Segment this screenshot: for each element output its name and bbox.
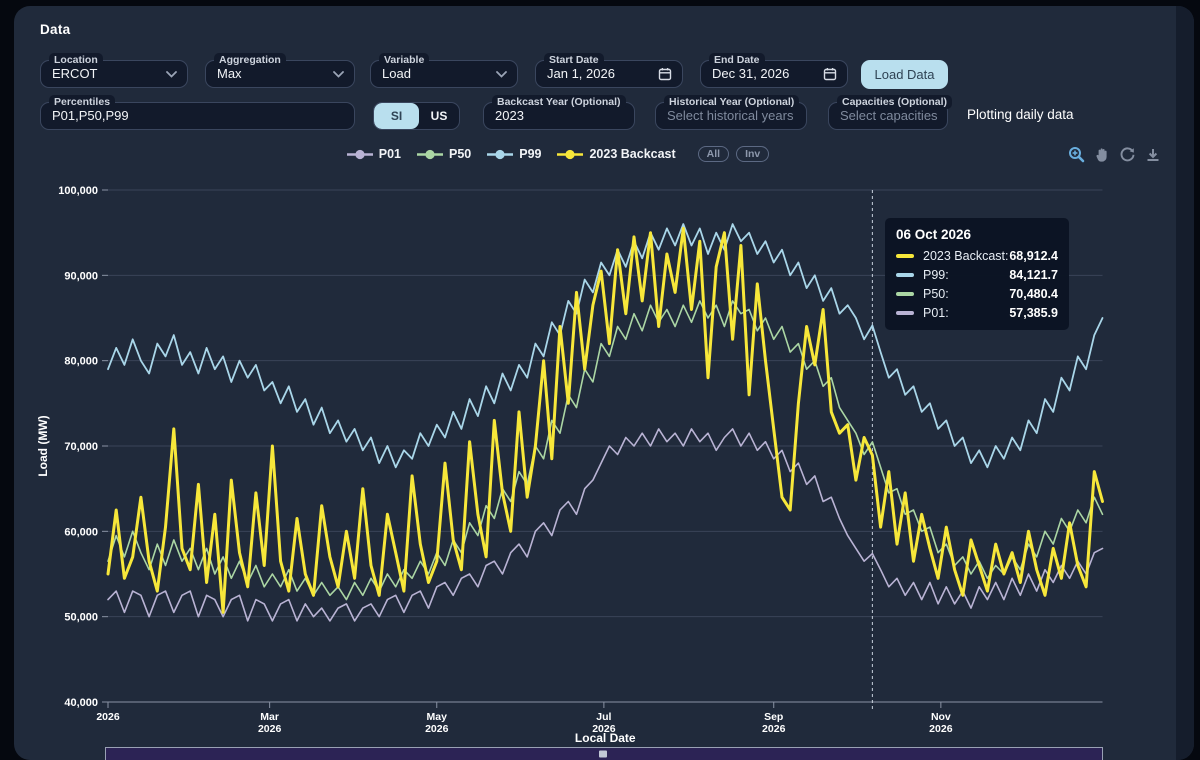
legend-items: P01 P50 P99 2023 Backcast: [346, 147, 676, 161]
aggregation-select[interactable]: Aggregation Max: [205, 53, 355, 88]
units-us-button[interactable]: US: [430, 109, 448, 123]
backcast-year-input[interactable]: Backcast Year (Optional) 2023: [483, 95, 635, 130]
legend-item-p01[interactable]: P01: [346, 147, 401, 161]
legend-marker-icon: [416, 149, 443, 159]
end-date-value: Dec 31, 2026: [712, 66, 790, 81]
percentiles-label: Percentiles: [49, 95, 116, 109]
legend-item-2023-backcast[interactable]: 2023 Backcast: [557, 147, 676, 161]
reset-axes-icon[interactable]: [1119, 146, 1136, 163]
legend-all-button[interactable]: All: [697, 146, 730, 162]
percentiles-input[interactable]: Percentiles P01,P50,P99: [40, 95, 355, 130]
legend-buttons: All Inv: [692, 146, 770, 162]
tooltip-row: P50: 70,480.4: [896, 287, 1058, 301]
capacities-label: Capacities (Optional): [837, 95, 953, 109]
zoom-in-icon[interactable]: [1068, 146, 1085, 163]
capacities-input[interactable]: Capacities (Optional) Select capacities: [828, 95, 953, 130]
calendar-icon[interactable]: [657, 66, 673, 82]
legend-item-p50[interactable]: P50: [416, 147, 471, 161]
backcast-year-value: 2023: [495, 108, 524, 123]
chart-legend: P01 P50 P99 2023 Backcast All Inv: [108, 146, 1008, 162]
start-date-value: Jan 1, 2026: [547, 66, 615, 81]
units-si-button[interactable]: SI: [374, 103, 419, 129]
pan-icon[interactable]: [1094, 146, 1110, 163]
location-label: Location: [49, 53, 103, 67]
historical-year-input[interactable]: Historical Year (Optional) Select histor…: [655, 95, 807, 130]
percentiles-value: P01,P50,P99: [52, 108, 129, 123]
legend-inv-button[interactable]: Inv: [736, 146, 770, 162]
chart-modebar: [1068, 146, 1161, 163]
backcast-year-label: Backcast Year (Optional): [492, 95, 626, 109]
aggregation-value: Max: [217, 66, 242, 81]
units-toggle: SI US: [373, 102, 460, 130]
historical-year-label: Historical Year (Optional): [664, 95, 800, 109]
load-data-button[interactable]: Load Data: [861, 60, 948, 89]
chart-tooltip: 06 Oct 2026 2023 Backcast: 68,912.4 P99: 84…: [885, 218, 1069, 330]
legend-marker-icon: [346, 149, 373, 159]
variable-label: Variable: [379, 53, 430, 67]
location-select[interactable]: Location ERCOT: [40, 53, 188, 88]
legend-item-p99[interactable]: P99: [487, 147, 541, 161]
tooltip-series-swatch: [896, 292, 914, 296]
chevron-down-icon: [166, 71, 177, 78]
historical-year-placeholder: Select historical years: [667, 108, 794, 123]
chevron-down-icon: [496, 71, 507, 78]
download-icon[interactable]: [1145, 147, 1161, 163]
tooltip-series-swatch: [896, 311, 914, 315]
tooltip-row: P99: 84,121.7: [896, 268, 1058, 282]
tooltip-series-swatch: [896, 254, 914, 258]
variable-select[interactable]: Variable Load: [370, 53, 518, 88]
tooltip-row: 2023 Backcast: 68,912.4: [896, 249, 1058, 263]
tooltip-date: 06 Oct 2026: [896, 227, 972, 242]
location-value: ERCOT: [52, 66, 98, 81]
tooltip-rows: 2023 Backcast: 68,912.4 P99: 84,121.7 P50: 70…: [896, 249, 1058, 320]
page-title: Data: [40, 22, 71, 37]
capacities-placeholder: Select capacities: [840, 108, 938, 123]
chevron-down-icon: [333, 71, 344, 78]
variable-value: Load: [382, 66, 411, 81]
start-date-field[interactable]: Start Date Jan 1, 2026: [535, 53, 683, 88]
tooltip-row: P01: 57,385.9: [896, 306, 1058, 320]
calendar-icon[interactable]: [822, 66, 838, 82]
tooltip-series-swatch: [896, 273, 914, 277]
start-date-label: Start Date: [544, 53, 604, 67]
window-right-edge: [1176, 6, 1194, 760]
aggregation-label: Aggregation: [214, 53, 286, 67]
end-date-field[interactable]: End Date Dec 31, 2026: [700, 53, 848, 88]
end-date-label: End Date: [709, 53, 765, 67]
legend-marker-icon: [487, 149, 514, 159]
plotting-frequency-note: Plotting daily data: [967, 107, 1074, 122]
legend-marker-icon: [557, 149, 584, 159]
